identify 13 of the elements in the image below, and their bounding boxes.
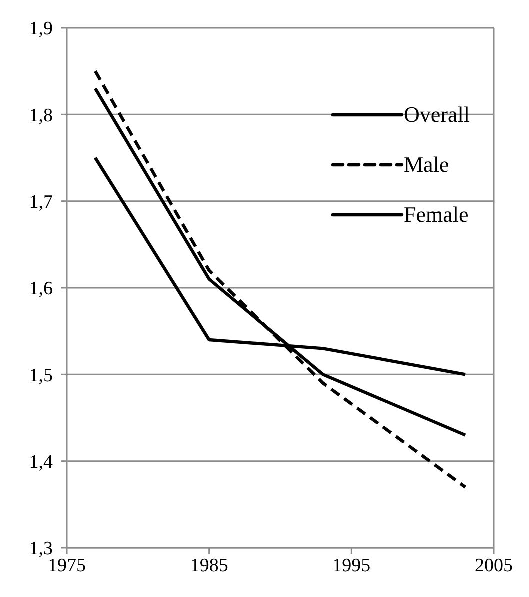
y-tick-label: 1,4 [29,452,54,474]
x-tick-label: 1995 [332,555,371,576]
y-tick-label: 1,5 [29,365,53,386]
legend-label: Female [404,201,469,229]
x-tick-label: 2005 [475,555,513,576]
y-tick-label: 1,6 [29,278,53,300]
y-tick-label: 1,8 [29,105,53,126]
legend-label: Overall [404,101,470,129]
y-tick-label: 1,7 [29,192,53,214]
line-series [94,70,468,489]
y-tick-label: 1,9 [29,18,53,40]
x-tick-label: 1985 [190,555,228,576]
legend-label: Male [404,151,450,179]
